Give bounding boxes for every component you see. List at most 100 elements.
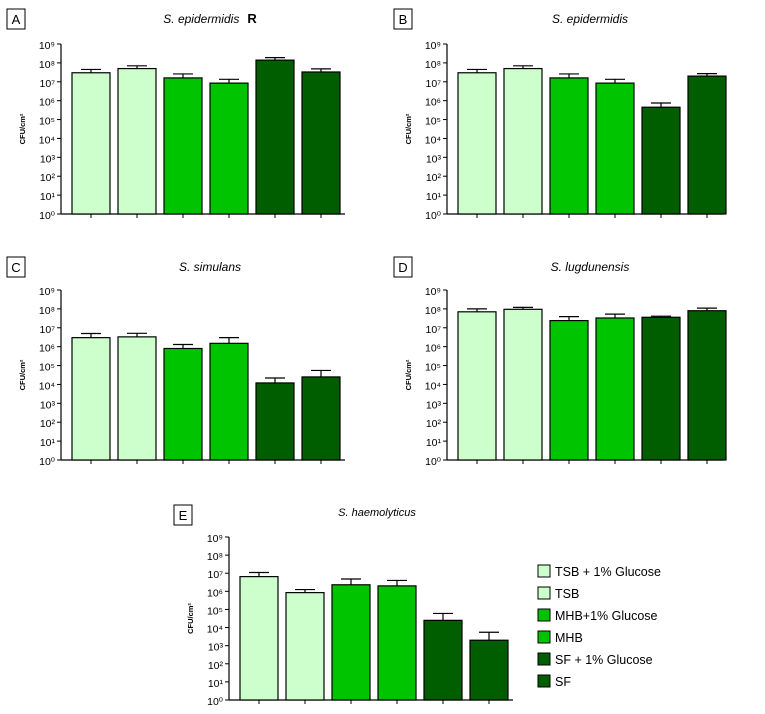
y-tick-label: 10⁷ xyxy=(40,324,56,336)
panel-label-text: E xyxy=(179,508,188,523)
y-axis-label: CFU/cm² xyxy=(186,603,195,634)
panel-label-text: B xyxy=(399,12,408,27)
legend-label: SF xyxy=(555,675,571,689)
bar xyxy=(595,82,635,215)
legend-swatch xyxy=(537,564,551,578)
y-axis-label: CFU/cm² xyxy=(404,113,413,144)
chart-title: S. epidermidis R xyxy=(163,11,257,26)
legend-item: SF xyxy=(537,674,571,689)
panel-label: C xyxy=(6,256,26,278)
y-tick-label: 10⁴ xyxy=(425,134,441,146)
y-tick-label: 10¹ xyxy=(426,191,442,203)
y-tick-label: 10⁵ xyxy=(39,116,55,128)
legend-item: MHB+1% Glucose xyxy=(537,608,658,623)
y-tick-label: 10⁰ xyxy=(39,210,56,222)
bar xyxy=(255,382,295,461)
legend-item: TSB + 1% Glucose xyxy=(537,564,661,579)
legend-label: SF + 1% Glucose xyxy=(555,653,653,667)
bar xyxy=(503,308,543,461)
legend-swatch xyxy=(537,674,551,688)
y-tick-label: 10¹ xyxy=(40,191,56,203)
y-tick-label: 10⁹ xyxy=(425,286,441,298)
y-tick-label: 10³ xyxy=(208,642,224,654)
y-tick-label: 10⁵ xyxy=(425,116,441,128)
chart-panels: A S. epidermidis R 10⁰ 10¹ 10² 10³ 10⁴ 10⁵ 10⁶ 10⁷… xyxy=(6,8,727,708)
chart-title: S. simulans xyxy=(179,260,241,274)
bar xyxy=(209,82,249,215)
y-tick-label: 10² xyxy=(208,660,224,672)
y-tick-label: 10⁸ xyxy=(39,305,55,317)
y-tick-label: 10¹ xyxy=(426,437,442,449)
y-tick-label: 10⁸ xyxy=(425,59,441,71)
bar xyxy=(423,619,463,701)
bar xyxy=(71,337,111,461)
legend-item: TSB xyxy=(537,586,579,601)
bar xyxy=(549,77,589,215)
legend-swatch xyxy=(537,630,551,644)
legend-item: SF + 1% Glucose xyxy=(537,652,653,667)
bar xyxy=(285,592,325,701)
bar xyxy=(117,67,157,215)
y-tick-label: 10⁴ xyxy=(39,380,55,392)
y-tick-label: 10³ xyxy=(40,399,56,411)
y-tick-label: 10² xyxy=(426,418,442,430)
bar xyxy=(71,72,111,215)
y-tick-label: 10⁴ xyxy=(207,624,223,636)
bar xyxy=(255,59,295,215)
y-tick-label: 10⁸ xyxy=(207,551,223,563)
y-tick-label: 10⁷ xyxy=(426,324,442,336)
legend-label: MHB xyxy=(555,631,583,645)
bar xyxy=(641,106,681,215)
y-tick-label: 10⁶ xyxy=(39,343,55,355)
y-tick-label: 10⁶ xyxy=(39,97,55,109)
y-axis-label: CFU/cm² xyxy=(18,113,27,144)
y-tick-label: 10⁵ xyxy=(207,605,223,617)
bar xyxy=(377,585,417,701)
bar xyxy=(687,310,727,461)
y-tick-label: 10⁸ xyxy=(39,59,55,71)
chart-panel-d: D S. lugdunensis 10⁰ 10¹ 10² 10³ 10⁴ 10⁵ 10⁶ 10⁷ 1… xyxy=(393,256,727,468)
bar xyxy=(331,584,371,701)
y-tick-label: 10¹ xyxy=(40,437,56,449)
bar xyxy=(457,72,497,215)
y-tick-label: 10¹ xyxy=(208,678,224,690)
y-tick-label: 10⁹ xyxy=(425,40,441,52)
y-axis-label: CFU/cm² xyxy=(18,359,27,390)
bar xyxy=(469,639,509,701)
legend-swatch xyxy=(537,608,551,622)
panel-label: A xyxy=(6,8,26,30)
legend-swatch xyxy=(537,652,551,666)
panel-label-text: A xyxy=(12,12,21,27)
bar xyxy=(301,71,341,215)
bar xyxy=(549,319,589,461)
y-tick-label: 10⁰ xyxy=(207,696,224,708)
bar xyxy=(503,67,543,215)
y-axis-label: CFU/cm² xyxy=(404,359,413,390)
legend-item: MHB xyxy=(537,630,583,645)
bar xyxy=(595,317,635,461)
chart-panel-b: B S. epidermidis 10⁰ 10¹ 10² 10³ 10⁴ 10⁵ 10⁶ 10⁷ 1… xyxy=(393,8,727,222)
bar xyxy=(209,342,249,461)
y-tick-label: 10⁶ xyxy=(425,97,441,109)
y-tick-label: 10⁴ xyxy=(425,380,441,392)
y-tick-label: 10² xyxy=(40,418,56,430)
panel-label: D xyxy=(393,256,413,278)
chart-panel-c: C S. simulans 10⁰ 10¹ 10² 10³ 10⁴ 10⁵ 10⁶ 10⁷ 10⁸ 1… xyxy=(6,256,345,468)
y-tick-label: 10⁶ xyxy=(425,343,441,355)
panel-label-text: C xyxy=(11,260,20,275)
bar xyxy=(117,336,157,461)
y-tick-label: 10⁰ xyxy=(425,456,442,468)
chart-title: S. lugdunensis xyxy=(551,260,630,274)
panel-label: E xyxy=(173,504,193,526)
y-tick-label: 10⁰ xyxy=(39,456,56,468)
chart-title: S. haemolyticus xyxy=(338,507,416,519)
bar xyxy=(641,316,681,461)
bar xyxy=(239,576,279,701)
chart-panel-a: A S. epidermidis R 10⁰ 10¹ 10² 10³ 10⁴ 10⁵ 10⁶ 10⁷… xyxy=(6,8,345,222)
y-tick-label: 10⁵ xyxy=(425,362,441,374)
y-tick-label: 10³ xyxy=(40,153,56,165)
legend: TSB + 1% Glucose TSB MHB+1% Glucose MHB SF +… xyxy=(537,564,661,689)
bar xyxy=(301,376,341,461)
panel-label-text: D xyxy=(398,260,407,275)
y-tick-label: 10⁵ xyxy=(39,362,55,374)
